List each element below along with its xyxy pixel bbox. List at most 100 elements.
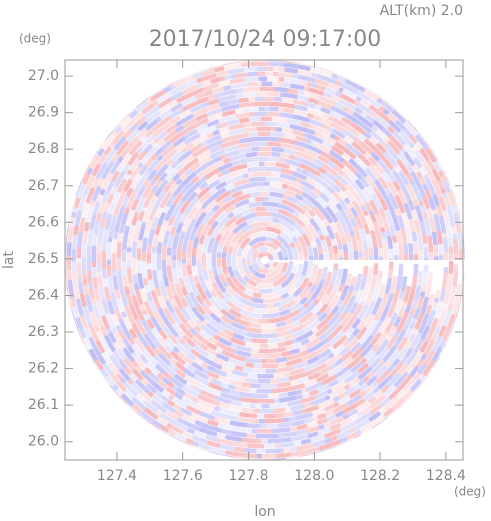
echo-cell xyxy=(353,354,364,364)
echo-cell xyxy=(323,271,333,287)
echo-cell xyxy=(381,215,391,232)
echo-cell xyxy=(300,387,307,394)
echo-cell xyxy=(335,410,344,418)
echo-cell xyxy=(215,233,223,242)
echo-cell xyxy=(362,375,370,383)
echo-cell xyxy=(91,261,97,268)
echo-cell xyxy=(205,322,220,335)
echo-cell xyxy=(237,350,251,358)
echo-cell xyxy=(370,414,386,427)
echo-cell xyxy=(151,327,162,340)
echo-cell xyxy=(295,393,304,401)
echo-cell xyxy=(416,171,423,179)
echo-cell xyxy=(206,226,215,237)
echo-cell xyxy=(205,208,216,220)
echo-cell xyxy=(453,213,460,223)
echo-cell xyxy=(326,160,337,169)
echo-cell xyxy=(93,220,101,235)
echo-cell xyxy=(394,305,401,314)
echo-cell xyxy=(139,288,148,303)
echo-cell xyxy=(194,187,202,195)
echo-cell xyxy=(235,112,250,119)
echo-cell xyxy=(141,261,148,279)
echo-cell xyxy=(258,241,264,247)
echo-cell xyxy=(195,319,204,328)
echo-cell xyxy=(267,270,285,284)
echo-cell xyxy=(438,255,444,260)
echo-cell xyxy=(193,211,207,229)
echo-cell xyxy=(176,356,186,366)
echo-cell xyxy=(143,366,152,375)
echo-cell xyxy=(264,121,276,127)
echo-cell xyxy=(292,129,305,137)
echo-cell xyxy=(358,251,364,258)
y-tick-label: 26.5 xyxy=(28,251,59,267)
echo-cell xyxy=(357,378,366,387)
echo-cell xyxy=(277,287,289,296)
echo-cell xyxy=(242,106,260,113)
echo-cell xyxy=(411,145,418,153)
echo-cell xyxy=(193,325,202,333)
echo-cell xyxy=(198,329,211,341)
echo-cell xyxy=(199,279,209,292)
echo-cell xyxy=(193,275,201,285)
echo-cell xyxy=(224,450,243,458)
echo-cell xyxy=(239,308,257,318)
y-unit: (deg) xyxy=(19,32,51,46)
echo-cell xyxy=(231,321,246,331)
echo-cell xyxy=(335,91,341,98)
echo-cell xyxy=(232,369,248,378)
echo-cell xyxy=(324,235,332,247)
echo-cell xyxy=(349,301,359,315)
echo-cell xyxy=(208,186,218,196)
echo-cell xyxy=(300,121,310,128)
echo-cell xyxy=(218,407,225,414)
echo-cell xyxy=(302,211,313,221)
echo-cell xyxy=(419,204,427,214)
echo-cell xyxy=(71,234,78,250)
echo-cell xyxy=(219,154,226,161)
echo-cell xyxy=(236,255,242,266)
echo-cell xyxy=(86,270,93,286)
echo-cell xyxy=(86,245,92,259)
echo-cell xyxy=(170,149,185,162)
echo-cell xyxy=(143,407,159,420)
echo-cell xyxy=(263,333,278,339)
echo-cell xyxy=(300,338,310,346)
echo-cell xyxy=(283,148,297,156)
echo-cell xyxy=(350,235,359,252)
echo-cell xyxy=(266,423,279,429)
echo-cell xyxy=(343,386,356,397)
echo-cell xyxy=(363,131,372,140)
echo-cell xyxy=(297,89,305,96)
echo-cell xyxy=(238,101,254,109)
echo-cell xyxy=(397,306,406,318)
echo-cell xyxy=(246,247,255,261)
echo-cell xyxy=(207,217,215,226)
echo-cell xyxy=(270,171,281,178)
echo-cell xyxy=(251,249,260,259)
echo-cell xyxy=(133,211,140,218)
echo-cell xyxy=(172,183,185,197)
echo-cell xyxy=(286,352,304,362)
echo-cell xyxy=(402,314,414,332)
echo-cell xyxy=(283,261,294,278)
echo-cell xyxy=(221,257,229,274)
echo-cell xyxy=(151,419,163,429)
echo-cell xyxy=(143,313,151,321)
echo-cell xyxy=(364,349,375,361)
echo-cell xyxy=(239,237,251,250)
echo-cell xyxy=(420,353,428,361)
echo-cell xyxy=(183,392,194,401)
echo-cell xyxy=(259,146,272,152)
echo-cell xyxy=(434,289,441,299)
echo-cell xyxy=(426,159,436,171)
echo-cell xyxy=(197,399,216,411)
echo-cell xyxy=(376,97,383,104)
echo-cell xyxy=(191,361,204,372)
echo-cell xyxy=(386,235,394,250)
echo-cell xyxy=(334,231,342,244)
echo-cell xyxy=(336,444,342,451)
echo-cell xyxy=(354,288,364,304)
echo-cell xyxy=(409,365,420,378)
